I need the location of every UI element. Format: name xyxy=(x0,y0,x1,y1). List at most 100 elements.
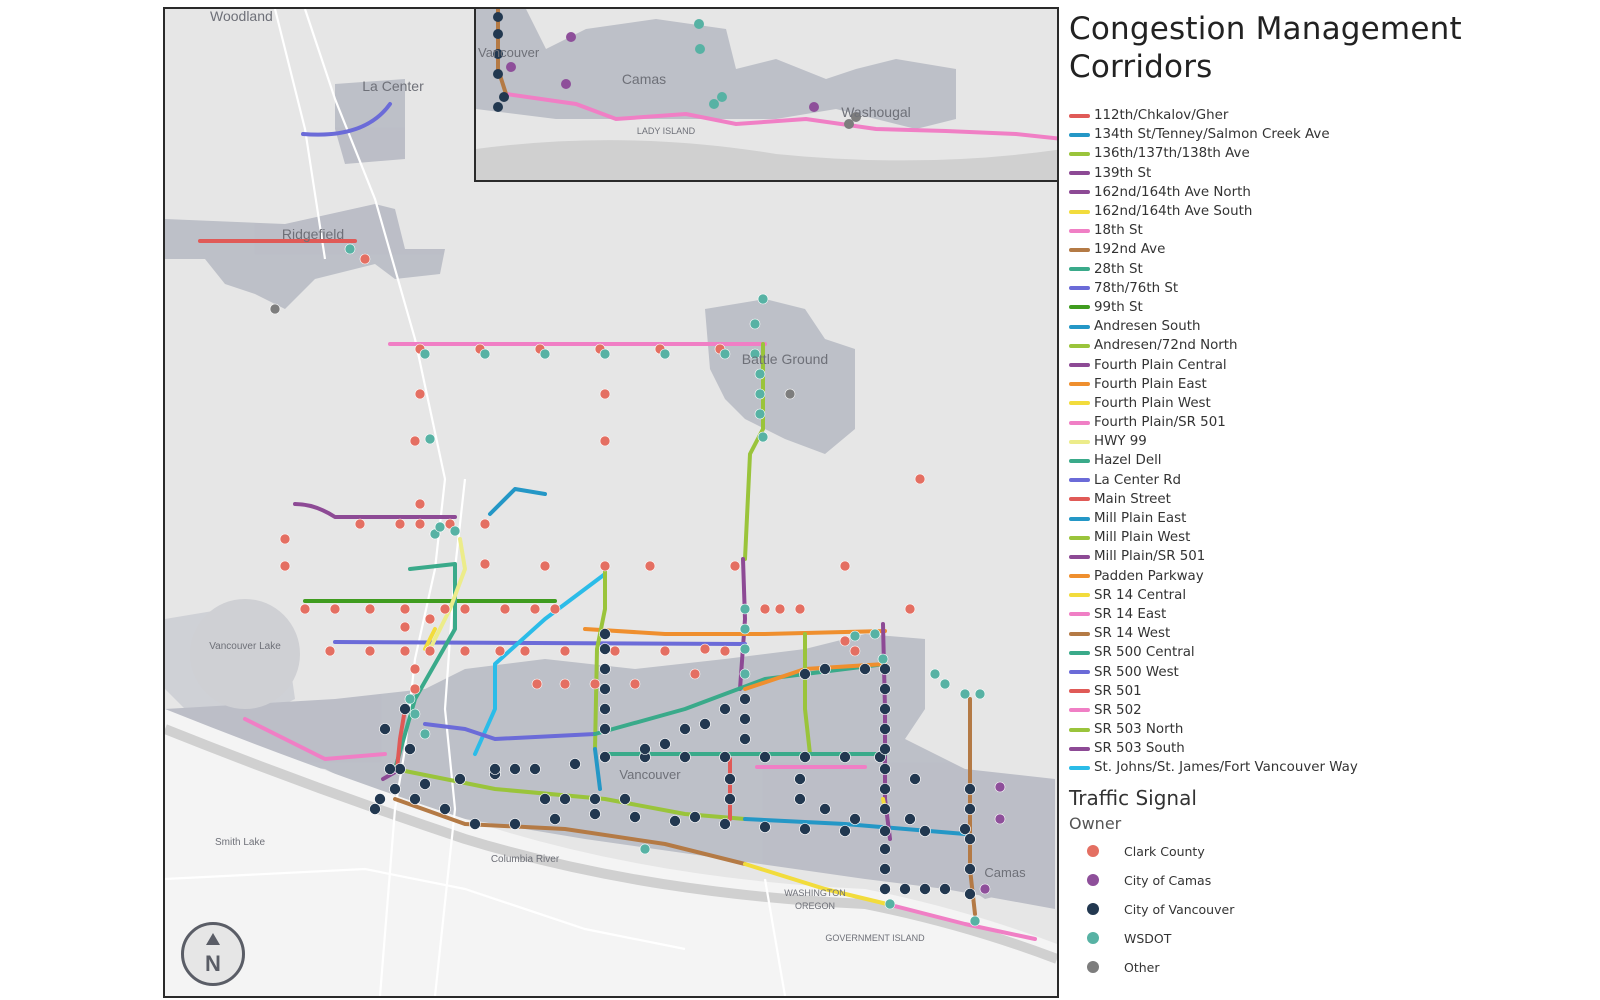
corridor-label: 162nd/164th Ave South xyxy=(1094,204,1253,220)
corridor-legend-mill-plain-west: Mill Plain West xyxy=(1069,528,1589,547)
signal-clark-county xyxy=(399,603,411,615)
corridor-swatch xyxy=(1069,324,1090,329)
corridor-st-johns-st-james-fort-vancouver-way xyxy=(473,572,607,756)
water-bodies xyxy=(165,599,1057,996)
corridor-legend-28th-st: 28th St xyxy=(1069,260,1589,279)
signal-wsdot xyxy=(869,628,881,640)
corridor-label: HWY 99 xyxy=(1094,434,1147,450)
signal-city-of-vancouver xyxy=(964,833,976,845)
signal-clark-county xyxy=(409,683,421,695)
signal-wsdot xyxy=(539,348,551,360)
corridor-lines xyxy=(198,102,1037,941)
svg-text:N: N xyxy=(205,951,221,976)
corridor-swatch xyxy=(1069,631,1090,636)
signal-wsdot xyxy=(754,388,766,400)
corridor-label: St. Johns/St. James/Fort Vancouver Way xyxy=(1094,760,1358,776)
signal-clark-county xyxy=(439,603,451,615)
inset-label-washougal: Washougal xyxy=(841,104,911,120)
signal-city-of-vancouver xyxy=(559,793,571,805)
corridor-sr-503-north xyxy=(803,632,812,756)
corridor-swatch xyxy=(1069,689,1090,694)
signal-clark-county xyxy=(559,678,571,690)
signal-clark-county xyxy=(689,668,701,680)
inset-signal-city-of-vancouver xyxy=(493,102,503,112)
signal-clark-county xyxy=(279,560,291,572)
signal-wsdot xyxy=(449,525,461,537)
corridor-swatch xyxy=(1069,516,1090,521)
signal-city-of-vancouver xyxy=(739,733,751,745)
signal-clark-county xyxy=(459,645,471,657)
corridor-legend-st-johns-st-james-fort-vancouver-way: St. Johns/St. James/Fort Vancouver Way xyxy=(1069,758,1589,777)
map-canvas[interactable]: Woodland La Center Ridgefield Battle Ground… xyxy=(165,9,1057,996)
signal-legend-title: Traffic Signal xyxy=(1069,785,1197,810)
corridor-label: 136th/137th/138th Ave xyxy=(1094,146,1250,162)
corridor-label: Fourth Plain Central xyxy=(1094,357,1227,373)
corridor-legend-sr-502: SR 502 xyxy=(1069,701,1589,720)
signal-city-of-vancouver xyxy=(529,763,541,775)
corridor-legend-136th-137th-138th-ave: 136th/137th/138th Ave xyxy=(1069,144,1589,163)
corridor-swatch xyxy=(1069,708,1090,713)
signal-wsdot xyxy=(754,368,766,380)
signal-wsdot xyxy=(749,318,761,330)
signal-city-of-vancouver xyxy=(859,663,871,675)
signal-clark-county xyxy=(599,560,611,572)
corridor-swatch xyxy=(1069,305,1090,310)
corridor-136th-137th-138th-ave xyxy=(743,342,765,561)
signal-city-of-vancouver xyxy=(419,778,431,790)
signal-city-of-vancouver xyxy=(739,693,751,705)
signal-clark-county xyxy=(424,645,436,657)
signal-wsdot xyxy=(419,728,431,740)
signal-wsdot xyxy=(849,630,861,642)
signal-other xyxy=(269,303,281,315)
corridor-swatch xyxy=(1069,554,1090,559)
map-view[interactable]: Woodland La Center Ridgefield Battle Ground… xyxy=(163,7,1059,998)
signal-city-of-vancouver xyxy=(879,863,891,875)
signal-wsdot xyxy=(419,348,431,360)
corridor-label: Mill Plain West xyxy=(1094,530,1191,546)
signal-clark-county xyxy=(589,678,601,690)
signal-wsdot xyxy=(757,293,769,305)
corridor-label: SR 14 Central xyxy=(1094,587,1187,603)
corridor-legend-99th-st: 99th St xyxy=(1069,298,1589,317)
corridor-swatch xyxy=(1069,535,1090,540)
signal-clark-county xyxy=(364,645,376,657)
signal-clark-county xyxy=(399,645,411,657)
corridor-swatch xyxy=(1069,132,1090,137)
inset-river xyxy=(476,140,1057,180)
signal-wsdot xyxy=(884,898,896,910)
signal-city-of-vancouver xyxy=(724,793,736,805)
signal-wsdot xyxy=(659,348,671,360)
corridor-legend-112th-chkalov-gher: 112th/Chkalov/Gher xyxy=(1069,106,1589,125)
signal-city-of-vancouver xyxy=(629,811,641,823)
signal-city-of-vancouver xyxy=(794,773,806,785)
owner-label: Clark County xyxy=(1124,843,1205,859)
signal-city-of-vancouver xyxy=(659,738,671,750)
signal-clark-county xyxy=(409,663,421,675)
corridor-swatch xyxy=(1069,478,1090,483)
corridor-swatch xyxy=(1069,267,1090,272)
signal-clark-county xyxy=(699,643,711,655)
inset-map[interactable]: Vancouver Camas LADY ISLAND Washougal xyxy=(474,9,1057,182)
signal-city-of-vancouver xyxy=(389,783,401,795)
corridor-legend-mill-plain-sr-501: Mill Plain/SR 501 xyxy=(1069,547,1589,566)
inset-label-camas: Camas xyxy=(622,71,666,87)
corridor-legend-sr-14-west: SR 14 West xyxy=(1069,624,1589,643)
signal-city-of-vancouver xyxy=(469,818,481,830)
inset-signal-city-of-vancouver xyxy=(493,12,503,22)
signal-wsdot xyxy=(424,433,436,445)
north-arrow-icon: N xyxy=(205,933,221,976)
signal-wsdot xyxy=(739,603,751,615)
corridor-legend-list: 112th/Chkalov/Gher 134th St/Tenney/Salmon… xyxy=(1069,106,1589,778)
signal-wsdot xyxy=(599,348,611,360)
signal-clark-county xyxy=(794,603,806,615)
corridor-fourth-plain-east xyxy=(583,627,887,636)
inset-label-vancouver: Vancouver xyxy=(478,45,540,60)
corridor-legend-hazel-dell: Hazel Dell xyxy=(1069,451,1589,470)
signal-clark-county xyxy=(629,678,641,690)
signal-clark-county xyxy=(424,613,436,625)
corridor-swatch xyxy=(1069,650,1090,655)
signal-clark-county xyxy=(659,645,671,657)
signal-clark-county xyxy=(409,435,421,447)
corridor-swatch xyxy=(1069,190,1090,195)
corridor-label: SR 500 West xyxy=(1094,664,1179,680)
